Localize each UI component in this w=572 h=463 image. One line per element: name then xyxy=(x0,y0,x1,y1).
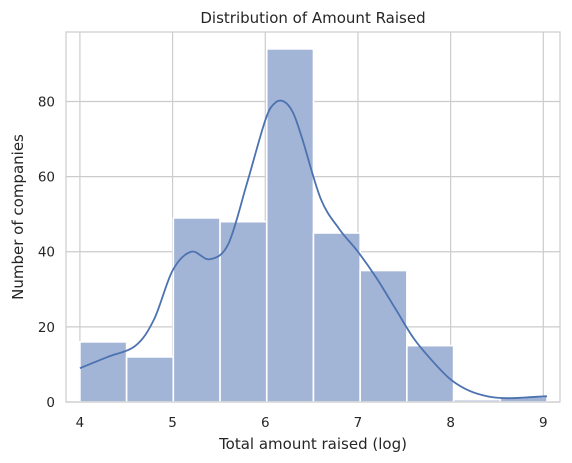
histogram-bar xyxy=(312,232,361,403)
y-tick-label: 80 xyxy=(38,94,55,110)
histogram-bar xyxy=(219,220,268,403)
plot-frame xyxy=(65,31,561,403)
histogram-bar xyxy=(265,48,315,403)
histogram-bars xyxy=(79,48,548,403)
x-tick-label: 5 xyxy=(168,415,177,431)
y-tick-label: 40 xyxy=(38,245,55,261)
histogram-bar xyxy=(359,269,408,403)
kde-curve xyxy=(79,99,548,400)
y-axis-label: Number of companies xyxy=(9,134,27,300)
y-tick-label: 20 xyxy=(38,320,55,336)
y-tick-labels: 0 20 40 60 80 xyxy=(38,94,55,411)
chart-title: Distribution of Amount Raised xyxy=(200,9,425,27)
histogram-bar xyxy=(79,341,128,403)
x-tick-label: 9 xyxy=(539,415,548,431)
y-tick-label: 0 xyxy=(46,395,55,411)
x-axis-label: Total amount raised (log) xyxy=(218,435,407,453)
x-tick-label: 6 xyxy=(261,415,270,431)
x-tick-label: 4 xyxy=(76,415,85,431)
x-tick-label: 7 xyxy=(354,415,363,431)
histogram-bar xyxy=(406,344,455,403)
histogram-bar xyxy=(125,356,175,403)
y-tick-label: 60 xyxy=(38,170,55,186)
x-tick-label: 8 xyxy=(446,415,455,431)
x-tick-labels: 4 5 6 7 8 9 xyxy=(76,415,548,431)
histogram-bar xyxy=(172,217,221,403)
